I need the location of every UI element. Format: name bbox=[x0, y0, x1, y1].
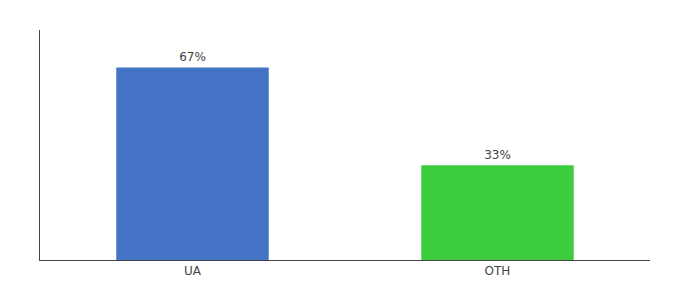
svg-text:OTH: OTH bbox=[485, 264, 511, 278]
svg-text:67%: 67% bbox=[179, 50, 206, 64]
svg-text:UA: UA bbox=[184, 264, 202, 278]
svg-text:33%: 33% bbox=[484, 148, 511, 162]
